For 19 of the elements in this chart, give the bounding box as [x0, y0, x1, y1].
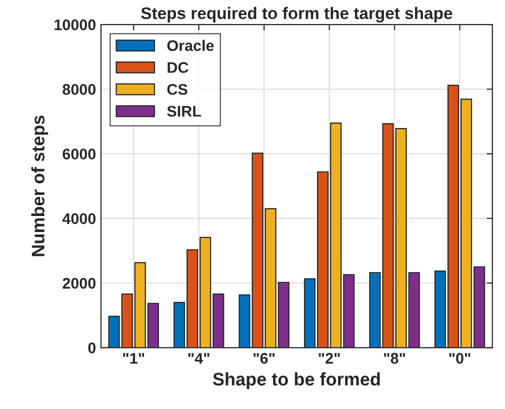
x-tick-label: "2" [318, 352, 340, 364]
x-tick-label: "0" [449, 352, 470, 364]
y-tick-label: 10000 [54, 19, 96, 30]
legend-label: Oracle [167, 40, 214, 52]
y-tick-label: 8000 [62, 84, 96, 95]
legend-label: DC [168, 62, 188, 73]
y-tick-label: 6000 [62, 148, 96, 160]
y-axis-title: Number of steps [31, 116, 48, 256]
y-tick-label: 0 [88, 342, 96, 354]
y-tick-label: 2000 [62, 278, 96, 289]
legend-label: SIRL [167, 106, 202, 117]
y-tick-label: 4000 [62, 213, 96, 224]
x-tick-label: "6" [254, 352, 275, 364]
x-tick-label: "8" [384, 352, 406, 364]
x-axis-title: Shape to be formed [212, 372, 380, 390]
legend-label: CS [167, 84, 188, 95]
x-tick-label: "4" [188, 353, 210, 364]
chart-title: Steps required to form the target shape [141, 6, 452, 23]
x-tick-label: "1" [123, 353, 144, 364]
